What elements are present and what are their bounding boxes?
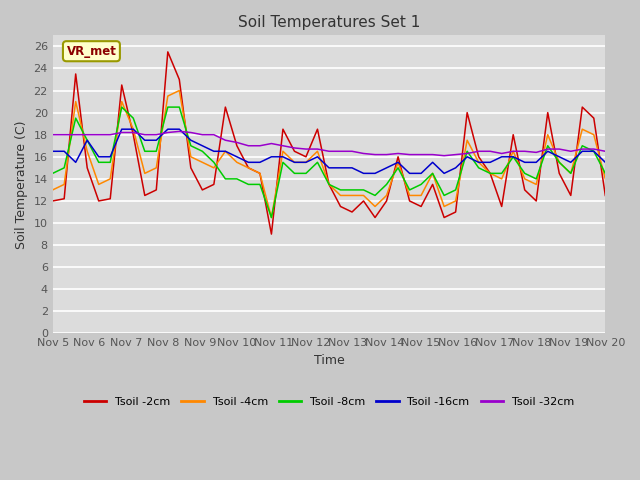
Text: VR_met: VR_met [67,45,116,58]
Y-axis label: Soil Temperature (C): Soil Temperature (C) [15,120,28,249]
X-axis label: Time: Time [314,354,344,367]
Title: Soil Temperatures Set 1: Soil Temperatures Set 1 [238,15,420,30]
Legend: Tsoil -2cm, Tsoil -4cm, Tsoil -8cm, Tsoil -16cm, Tsoil -32cm: Tsoil -2cm, Tsoil -4cm, Tsoil -8cm, Tsoi… [79,393,579,411]
